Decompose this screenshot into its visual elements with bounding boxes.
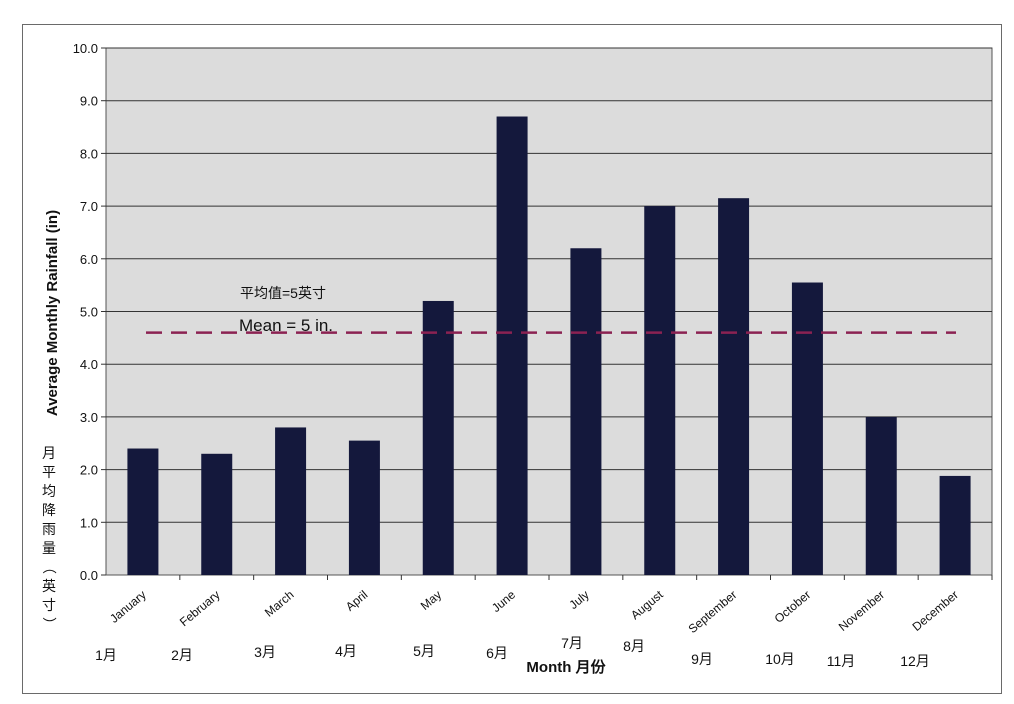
x-tick-label-cn: 10月 bbox=[765, 651, 795, 667]
x-tick-label-cn: 3月 bbox=[254, 644, 276, 660]
x-tick-label: March bbox=[262, 588, 297, 620]
x-tick-label: December bbox=[910, 588, 961, 634]
x-axis-labels: January February March April May June July Augu… bbox=[95, 575, 993, 669]
bar bbox=[348, 440, 380, 575]
bar bbox=[496, 116, 528, 575]
y-axis-title-cn-char: 英 bbox=[42, 578, 56, 594]
bar bbox=[422, 300, 454, 575]
y-axis-title-cn-char: 量 bbox=[42, 540, 56, 556]
y-axis-title-cn-char: ） bbox=[41, 617, 57, 631]
bar bbox=[939, 475, 971, 575]
x-tick-label: August bbox=[628, 587, 666, 622]
x-tick-label: June bbox=[489, 587, 518, 615]
bar bbox=[127, 448, 159, 575]
bar bbox=[275, 427, 307, 575]
bar bbox=[791, 282, 823, 575]
y-axis-title: Average Monthly Rainfall (in) bbox=[44, 210, 61, 416]
x-tick-label: February bbox=[177, 588, 223, 630]
x-tick-label: May bbox=[418, 588, 444, 613]
x-tick-label-cn: 5月 bbox=[413, 643, 435, 659]
y-axis-title-cn-char: 月 bbox=[42, 445, 56, 461]
y-tick-label: 1.0 bbox=[80, 515, 98, 530]
y-tick-label: 4.0 bbox=[80, 357, 98, 372]
bar bbox=[570, 248, 602, 575]
y-tick-label: 2.0 bbox=[80, 463, 98, 478]
y-axis-title-cn-char: （ bbox=[41, 560, 57, 574]
x-tick-label: November bbox=[836, 588, 887, 634]
y-tick-label: 3.0 bbox=[80, 410, 98, 425]
y-axis-ticks: 0.0 1.0 2.0 3.0 4.0 5.0 6.0 7.0 8.0 9.0 10.0 bbox=[73, 41, 106, 583]
y-axis-title-cn-char: 均 bbox=[42, 483, 56, 499]
x-tick-label-cn: 6月 bbox=[486, 645, 508, 661]
x-tick-label-cn: 8月 bbox=[623, 638, 645, 654]
x-tick-label-cn: 12月 bbox=[900, 653, 930, 669]
bar bbox=[718, 198, 750, 575]
x-tick-label: April bbox=[343, 588, 370, 614]
y-axis-title-cn-char: 降 bbox=[42, 502, 56, 518]
x-tick-label-cn: 9月 bbox=[691, 651, 713, 667]
x-tick-label-cn: 11月 bbox=[827, 653, 856, 669]
bar bbox=[644, 206, 676, 575]
x-tick-label-cn: 1月 bbox=[95, 647, 117, 663]
bars bbox=[127, 116, 971, 575]
y-tick-label: 0.0 bbox=[80, 568, 98, 583]
bar bbox=[865, 416, 897, 575]
x-tick-label: July bbox=[566, 588, 591, 612]
x-axis-title: Month 月份 bbox=[526, 658, 606, 676]
bar bbox=[201, 453, 233, 575]
y-tick-label: 10.0 bbox=[73, 41, 98, 56]
y-axis-title-cn-char: 雨 bbox=[42, 521, 56, 537]
y-tick-label: 6.0 bbox=[80, 252, 98, 267]
y-tick-label: 7.0 bbox=[80, 199, 98, 214]
y-tick-label: 5.0 bbox=[80, 305, 98, 320]
x-tick-label: January bbox=[107, 588, 149, 626]
x-tick-label: September bbox=[686, 588, 740, 636]
mean-label: Mean = 5 in. bbox=[239, 316, 333, 335]
y-tick-label: 9.0 bbox=[80, 94, 98, 109]
x-tick-label-cn: 4月 bbox=[335, 643, 357, 659]
y-axis-title-cn-char: 寸 bbox=[42, 597, 56, 613]
y-tick-label: 8.0 bbox=[80, 146, 98, 161]
y-axis-title-cn-char: 平 bbox=[42, 464, 56, 480]
x-tick-label: October bbox=[772, 588, 814, 626]
gridlines bbox=[106, 47, 992, 523]
x-tick-label-cn: 2月 bbox=[171, 647, 193, 663]
mean-label-cn: 平均值=5英寸 bbox=[240, 285, 326, 301]
x-tick-label-cn: 7月 bbox=[561, 635, 583, 651]
